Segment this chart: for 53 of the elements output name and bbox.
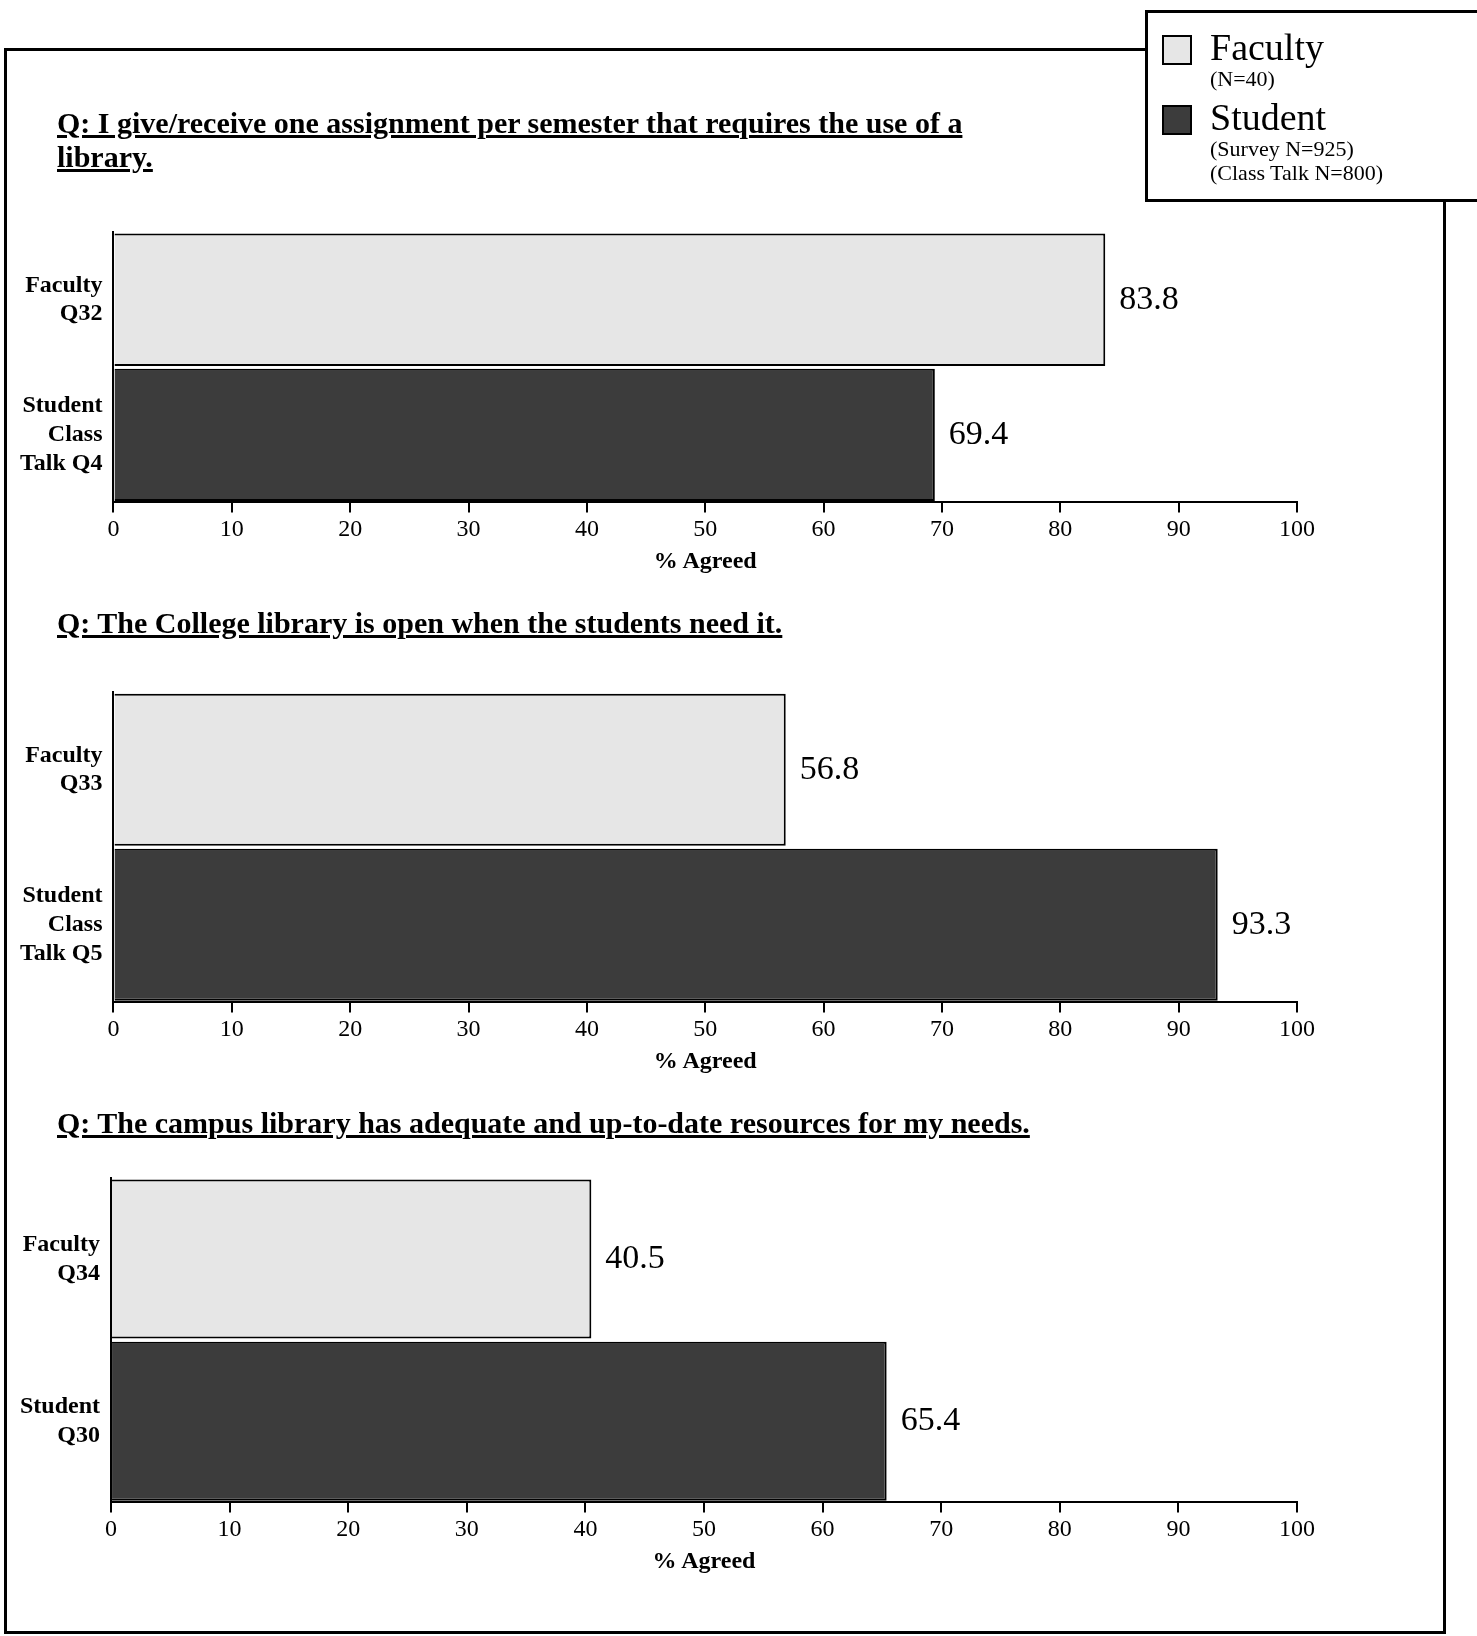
y-tick-label: Student Class Talk Q4 [19,391,103,475]
x-tick-label: 100 [1279,1015,1315,1042]
x-tick-label: 20 [336,1515,361,1542]
y-tick-label: Faculty Q32 [25,270,103,326]
x-tick-label: 20 [338,515,363,542]
x-axis-title: % Agreed [652,1546,757,1573]
x-tick-label: 60 [811,1015,836,1042]
chart-title: Q: The campus library has adequate and up-to-date resources for my needs. [56,1106,1031,1141]
data-label: 69.4 [948,413,1009,451]
x-tick-label: 60 [811,515,836,542]
data-label: 40.5 [605,1237,665,1275]
legend-label: Student (Survey N=925) (Class Talk N=800) [1210,96,1384,185]
y-tick-label: Faculty Q34 [22,1229,101,1285]
x-tick-label: 50 [692,1515,717,1542]
y-tick-label: Faculty Q33 [25,740,103,796]
x-axis-title: % Agreed [653,1046,758,1073]
x-tick-label: 10 [219,515,244,542]
x-tick-label: 20 [338,1015,363,1042]
x-tick-label: 80 [1048,1015,1073,1042]
x-tick-label: 90 [1166,515,1191,542]
x-tick-label: 40 [574,1015,599,1042]
x-tick-label: 40 [574,515,599,542]
x-tick-label: 90 [1166,1515,1191,1542]
chart-title: Q: I give/receive one assignment per semester that requires the use of a library. [56,106,964,175]
chart-title: Q: The College library is open when the students need it. [56,606,784,641]
y-tick-label: Student Q30 [20,1392,101,1447]
x-tick-label: 0 [105,1515,118,1542]
x-tick-label: 70 [929,1015,954,1042]
x-tick-label: 80 [1047,1515,1072,1542]
x-axis-title: % Agreed [653,546,758,573]
x-tick-label: 80 [1048,515,1073,542]
x-tick-label: 100 [1279,515,1315,542]
y-tick-label: Student Class Talk Q5 [19,881,103,965]
data-label: 65.4 [900,1400,961,1438]
data-label: 93.3 [1231,903,1292,941]
x-tick-label: 90 [1166,1015,1191,1042]
data-label: 56.8 [799,748,860,786]
x-tick-label: 40 [573,1515,598,1542]
data-label: 83.8 [1119,278,1179,316]
x-tick-label: 30 [456,515,481,542]
x-tick-label: 30 [454,1515,479,1542]
x-tick-label: 50 [693,1015,718,1042]
x-tick-label: 10 [217,1515,242,1542]
text: Faculty (N=40) [1210,26,1324,91]
x-tick-label: 60 [810,1515,835,1542]
x-tick-label: 100 [1279,1515,1315,1542]
x-tick-label: 50 [693,515,718,542]
x-tick-label: 70 [929,515,954,542]
x-tick-label: 30 [456,1015,481,1042]
x-tick-label: 0 [107,515,120,542]
x-tick-label: 0 [107,1015,120,1042]
x-tick-label: 10 [219,1015,244,1042]
x-tick-label: 70 [929,1515,954,1542]
